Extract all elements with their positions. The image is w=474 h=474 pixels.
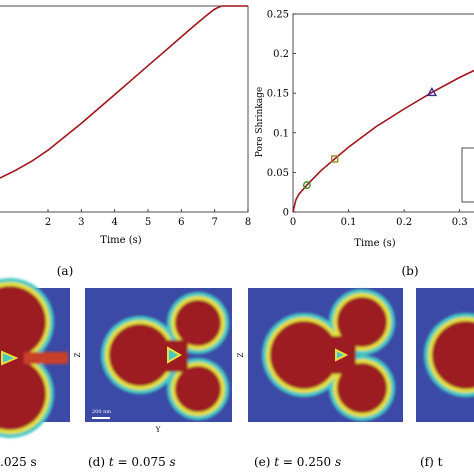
panel-b-ylabel: Pore Shrinkage bbox=[255, 87, 265, 157]
marker-triangle bbox=[426, 86, 438, 97]
panel-a-x-tick-label: 3 bbox=[78, 217, 84, 228]
axis-z-label-d: Z bbox=[74, 352, 82, 357]
panel-a-x-tick-label: 7 bbox=[211, 217, 217, 228]
panel-a-x-tick-label: 2 bbox=[45, 217, 51, 228]
panel-b-xlabel: Time (s) bbox=[354, 238, 395, 249]
panel-a-axes-frame bbox=[0, 5, 249, 213]
panel-b-y-tick-label: 0.05 bbox=[267, 168, 289, 179]
sim-image-f: (f) t bbox=[416, 288, 474, 469]
panel-a-chart: 2 3 4 5 6 7 8 Time (s) (a) bbox=[0, 5, 251, 278]
panel-a-x-tick-label: 6 bbox=[178, 217, 184, 228]
panel-b-y-tick-label: 0.15 bbox=[267, 89, 289, 100]
sim-image-c: .025 s bbox=[0, 278, 70, 469]
panel-a-x-tick-label: 8 bbox=[245, 217, 251, 228]
marker-square bbox=[330, 155, 339, 163]
panel-b-label: (b) bbox=[401, 264, 418, 278]
panel-b-series-line bbox=[292, 69, 474, 213]
scale-bar-label: 200 nm bbox=[92, 409, 111, 415]
pore-c bbox=[1, 350, 19, 366]
panel-b-y-tick-label: 0.25 bbox=[267, 10, 289, 21]
panel-a-xlabel: Time (s) bbox=[100, 235, 141, 246]
panel-b-y-tick-label: 0 bbox=[283, 208, 289, 219]
pore-d bbox=[167, 346, 182, 364]
panel-b-inset-box bbox=[461, 147, 474, 203]
panel-b-chart: 0 0.1 0.2 0.3 0 0.05 0.1 0.15 0.2 0.25 Pore Shrin… bbox=[255, 10, 474, 278]
panel-b-y-tick-label: 0.2 bbox=[273, 49, 289, 60]
caption-c: .025 s bbox=[0, 455, 37, 469]
sim-image-e: (e) t = 0.250 s bbox=[248, 288, 403, 469]
panel-b-x-tick-label: 0.2 bbox=[396, 217, 412, 228]
panel-b-y-tick-label: 0.1 bbox=[273, 128, 289, 139]
pore-e bbox=[335, 348, 349, 362]
axis-z-label-e: Z bbox=[237, 352, 245, 357]
panel-b-markers bbox=[302, 86, 438, 189]
caption-f: (f) t bbox=[420, 455, 443, 469]
panel-a-label: (a) bbox=[57, 264, 74, 278]
panel-a-x-ticks: 2 3 4 5 6 7 8 bbox=[45, 209, 251, 228]
panel-b-x-tick-label: 0 bbox=[290, 217, 296, 228]
panel-b-x-tick-label: 0.1 bbox=[341, 217, 357, 228]
panel-b-x-tick-label: 0.3 bbox=[452, 217, 468, 228]
panel-a-series-line bbox=[0, 5, 248, 179]
panel-b-ticks: 0 0.1 0.2 0.3 0 0.05 0.1 0.15 0.2 0.25 bbox=[267, 10, 468, 229]
marker-circle bbox=[302, 181, 311, 189]
sim-image-d: 200 nm Y (d) t = 0.075 s bbox=[85, 288, 232, 469]
caption-d: (d) t = 0.075 s bbox=[88, 455, 176, 469]
panel-a-x-tick-label: 5 bbox=[145, 217, 151, 228]
panel-a-x-tick-label: 4 bbox=[111, 217, 117, 228]
axis-y-label-d: Y bbox=[155, 426, 161, 434]
caption-e: (e) t = 0.250 s bbox=[254, 455, 341, 469]
panel-b-axes-frame bbox=[292, 13, 474, 213]
